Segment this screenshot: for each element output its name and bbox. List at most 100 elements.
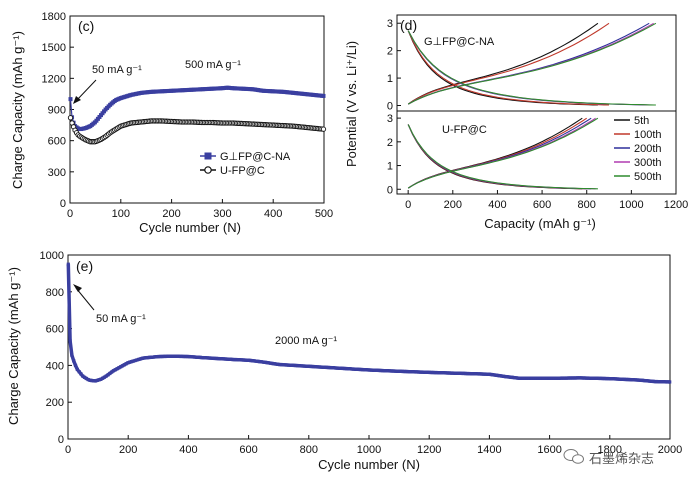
panel-e-data-point	[333, 366, 338, 370]
panel-e-data-point	[176, 354, 181, 358]
panel-e-data-point	[247, 358, 251, 362]
panel-e-data-point	[626, 377, 630, 382]
panel-e-data-point	[503, 374, 507, 379]
panel-c-x-tick-label: 0	[67, 208, 73, 220]
panel-e-data-point	[119, 365, 123, 369]
panel-e-data-point	[355, 367, 359, 371]
panel-e-data-point	[175, 354, 179, 358]
panel-e-data-point	[270, 361, 274, 366]
panel-e-data-point	[462, 371, 466, 376]
panel-d-charge-curve	[407, 117, 592, 189]
panel-e-data-point	[238, 358, 242, 362]
wechat-icon	[563, 449, 584, 464]
panel-e-data-point	[426, 370, 430, 374]
panel-d-y-tick-label: 2	[387, 137, 393, 149]
panel-e-data-point	[299, 364, 303, 368]
panel-e-data-point	[287, 363, 291, 367]
panel-d-charge-curve	[407, 117, 596, 189]
panel-e-data-point	[534, 376, 538, 380]
panel-e-data-point	[366, 368, 370, 372]
panel-e-data-point	[579, 376, 583, 380]
panel-e-data-point	[133, 358, 137, 363]
panel-e-data-point	[326, 365, 330, 370]
panel-e-data-point	[465, 371, 470, 376]
panel-e-data-point	[328, 366, 332, 370]
panel-e-data-point	[254, 359, 258, 363]
panel-e-data-point	[341, 366, 345, 370]
panel-e-data-point	[397, 369, 401, 373]
panel-e-data-point	[595, 376, 600, 380]
panel-c-data-point	[68, 97, 73, 102]
panel-e-data-point	[77, 370, 81, 374]
panel-e-data-point	[527, 376, 531, 380]
watermark: 石墨烯杂志	[563, 449, 654, 467]
panel-d-y-tick-label: 0	[387, 101, 393, 113]
panel-e-data-point	[391, 369, 395, 373]
panel-e-data-point	[84, 376, 88, 381]
panel-e-y-tick-label: 800	[46, 287, 64, 299]
panel-e-data-point	[668, 380, 672, 384]
panel-e-x-axis-label: Cycle number (N)	[318, 457, 420, 472]
panel-d-legend-label: 200th	[634, 143, 662, 155]
panel-e-data-point	[166, 354, 170, 358]
panel-e-data-point	[639, 378, 643, 382]
panel-e-data-point	[438, 371, 442, 375]
legend-label-gfp: G⊥FP@C-NA	[220, 151, 291, 163]
panel-e-data-point	[104, 374, 108, 378]
panel-e-data-point	[348, 367, 352, 371]
panel-e-x-tick-label: 1600	[537, 444, 561, 456]
panel-e-data-point	[491, 373, 495, 377]
panel-e: 0 200 400 600 800 1000 1200 1400 1600 1800 2000 0 20…	[6, 250, 682, 472]
panel-e-data-point	[149, 355, 153, 359]
panel-e-annotation-high-rate: 2000 mA g⁻¹	[275, 335, 337, 347]
panel-e-data-point	[312, 365, 316, 369]
panel-e-data-point	[583, 376, 587, 380]
panel-e-data-point	[482, 372, 486, 376]
panel-e-data-point	[225, 357, 229, 361]
panel-e-data-point	[66, 262, 70, 266]
panel-e-data-point	[245, 358, 249, 362]
panel-e-data-point	[357, 367, 361, 371]
panel-e-data-point	[622, 377, 627, 381]
panel-e-data-point	[548, 376, 553, 380]
panel-c-data-point	[67, 115, 74, 121]
panel-e-data-point	[393, 369, 397, 373]
panel-e-data-point	[485, 372, 489, 376]
panel-e-data-point	[144, 356, 148, 360]
panel-e-data-point	[263, 360, 267, 364]
panel-e-data-point	[101, 376, 105, 380]
panel-e-data-point	[480, 372, 484, 376]
panel-e-data-point	[279, 363, 284, 367]
panel-e-data-point	[155, 355, 159, 359]
panel-e-data-point	[543, 376, 547, 380]
panel-e-label: (e)	[76, 258, 93, 274]
panel-e-data-point	[303, 364, 307, 368]
panel-e-x-tick-label: 1800	[598, 444, 622, 456]
panel-e-data-point	[514, 376, 518, 380]
panel-e-data-point	[547, 376, 551, 380]
panel-d-x-tick-label: 1000	[619, 199, 643, 211]
panel-e-data-point	[332, 366, 336, 370]
panel-e-data-point	[474, 372, 479, 376]
panel-e-data-point	[418, 370, 423, 374]
panel-e-data-point	[362, 368, 367, 372]
panel-e-data-point	[250, 359, 255, 363]
panel-e-data-point	[211, 356, 215, 360]
panel-e-data-point	[538, 376, 542, 380]
panel-e-data-point	[384, 369, 388, 373]
panel-e-data-point	[359, 367, 363, 372]
panel-c-x-axis-label: Cycle number (N)	[139, 220, 241, 235]
panel-e-data-point	[140, 356, 144, 360]
panel-e-data-point	[212, 356, 217, 360]
panel-e-data-point	[653, 379, 657, 384]
panel-e-data-point	[290, 363, 294, 367]
panel-e-data-point	[380, 368, 385, 373]
panel-e-data-point	[433, 370, 437, 375]
panel-e-data-point	[498, 374, 502, 378]
panel-e-data-point	[642, 378, 647, 383]
panel-e-y-axis-label: Charge Capacity (mAh g⁻¹)	[6, 267, 21, 425]
panel-e-data-point	[124, 362, 128, 366]
panel-e-data-point	[278, 362, 282, 367]
legend-marker-gfp	[204, 152, 212, 160]
panel-d-label: (d)	[400, 17, 417, 33]
